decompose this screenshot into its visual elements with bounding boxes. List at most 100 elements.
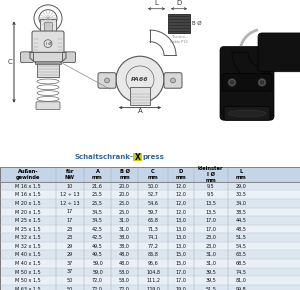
- Text: 17,0: 17,0: [175, 269, 186, 274]
- Text: 31,0: 31,0: [205, 252, 216, 257]
- Text: 39,5: 39,5: [206, 278, 216, 283]
- Text: 34,5: 34,5: [92, 209, 103, 214]
- Text: PA66: PA66: [131, 77, 149, 82]
- Text: M 63 x 1,5: M 63 x 1,5: [15, 287, 40, 290]
- FancyBboxPatch shape: [133, 153, 142, 161]
- Bar: [0, 167, 300, 182]
- Bar: [0, 191, 300, 199]
- FancyBboxPatch shape: [164, 73, 182, 88]
- Text: M 40 x 1,5: M 40 x 1,5: [15, 261, 40, 266]
- Text: 23: 23: [67, 235, 73, 240]
- Text: 25,5: 25,5: [92, 192, 103, 197]
- Circle shape: [170, 78, 175, 83]
- Text: 12,0: 12,0: [175, 201, 186, 206]
- Text: M 50 x 1,5: M 50 x 1,5: [15, 278, 40, 283]
- Bar: [0, 182, 300, 191]
- Text: 111,2: 111,2: [146, 278, 160, 283]
- Text: 9,5: 9,5: [207, 184, 214, 189]
- Text: 15,0: 15,0: [175, 252, 186, 257]
- Text: 54,6: 54,6: [148, 201, 158, 206]
- Text: 51,5: 51,5: [235, 235, 246, 240]
- Text: 59,0: 59,0: [92, 269, 103, 274]
- Text: 38,0: 38,0: [119, 244, 130, 249]
- Bar: [37, 63, 59, 77]
- Text: D
mm: D mm: [176, 169, 186, 180]
- Text: 25,0: 25,0: [119, 201, 130, 206]
- FancyBboxPatch shape: [220, 46, 274, 120]
- Text: 17,0: 17,0: [205, 218, 216, 223]
- Text: 54,5: 54,5: [235, 244, 246, 249]
- Text: 17,0: 17,0: [205, 226, 216, 231]
- Text: 129,0: 129,0: [146, 287, 160, 290]
- Text: D: D: [176, 0, 181, 6]
- Text: M 20 x 1,5: M 20 x 1,5: [15, 209, 40, 214]
- Text: M 25 x 1,5: M 25 x 1,5: [15, 226, 40, 231]
- Text: 49,5: 49,5: [92, 252, 103, 257]
- Text: 51,5: 51,5: [205, 287, 216, 290]
- Text: 50: 50: [67, 278, 73, 283]
- Text: 13,5: 13,5: [205, 209, 216, 214]
- Text: 17,0: 17,0: [175, 278, 186, 283]
- FancyBboxPatch shape: [224, 107, 270, 120]
- Text: C: C: [8, 59, 12, 65]
- Text: M 40 x 1,5: M 40 x 1,5: [15, 252, 40, 257]
- Text: X: X: [135, 153, 140, 162]
- Text: 37: 37: [67, 261, 73, 266]
- Bar: [44, 22, 52, 31]
- Text: 13,0: 13,0: [175, 218, 186, 223]
- Text: M 25 x 1,5: M 25 x 1,5: [15, 218, 40, 223]
- Text: 38,0: 38,0: [119, 235, 130, 240]
- Text: 12,0: 12,0: [175, 192, 186, 197]
- Text: 12 ÷ 13: 12 ÷ 13: [60, 192, 80, 197]
- FancyBboxPatch shape: [36, 102, 60, 110]
- Text: 72,0: 72,0: [119, 287, 130, 290]
- Circle shape: [116, 56, 164, 103]
- Text: 99,8: 99,8: [236, 287, 246, 290]
- Text: A
mm: A mm: [92, 169, 103, 180]
- Bar: [168, 14, 190, 33]
- Text: 30,5: 30,5: [235, 192, 246, 197]
- FancyBboxPatch shape: [20, 52, 34, 63]
- Text: 29: 29: [67, 244, 73, 249]
- Text: 86,8: 86,8: [148, 252, 158, 257]
- Text: 68,5: 68,5: [235, 261, 246, 266]
- Text: 74,1: 74,1: [148, 235, 158, 240]
- Text: M 20 x 1,5: M 20 x 1,5: [15, 201, 40, 206]
- Text: 42,5: 42,5: [92, 226, 103, 231]
- Text: 31,0: 31,0: [119, 226, 130, 231]
- Circle shape: [258, 79, 266, 86]
- Text: 12 ÷ 13: 12 ÷ 13: [60, 201, 80, 206]
- Text: 38,5: 38,5: [235, 209, 246, 214]
- Text: 77,2: 77,2: [148, 244, 158, 249]
- Text: 19,0: 19,0: [176, 287, 186, 290]
- Bar: [0, 285, 300, 290]
- Text: M 32 x 1,5: M 32 x 1,5: [15, 235, 40, 240]
- Text: I Ø: I Ø: [46, 42, 52, 46]
- Text: 29: 29: [67, 252, 73, 257]
- Text: Thermo-
Cable P10: Thermo- Cable P10: [170, 35, 188, 44]
- Text: 72,0: 72,0: [92, 287, 103, 290]
- Text: 31,0: 31,0: [205, 261, 216, 266]
- Text: M 32 x 1,5: M 32 x 1,5: [15, 244, 40, 249]
- Text: B Ø
mm: B Ø mm: [119, 169, 130, 180]
- Text: 48,0: 48,0: [119, 261, 130, 266]
- Text: 50,0: 50,0: [148, 184, 158, 189]
- Text: L: L: [154, 0, 158, 6]
- Text: B Ø: B Ø: [192, 21, 202, 26]
- Bar: [40, 19, 56, 33]
- Text: Außen-
gewinde: Außen- gewinde: [16, 169, 40, 180]
- FancyBboxPatch shape: [258, 33, 300, 72]
- Text: 34,5: 34,5: [92, 218, 103, 223]
- Text: 12,0: 12,0: [175, 184, 186, 189]
- FancyBboxPatch shape: [62, 52, 76, 63]
- Text: 50: 50: [67, 287, 73, 290]
- Text: 65,8: 65,8: [148, 218, 158, 223]
- Text: 29,0: 29,0: [236, 184, 246, 189]
- Text: 25,0: 25,0: [119, 209, 130, 214]
- Circle shape: [104, 78, 110, 83]
- Text: 13,0: 13,0: [175, 244, 186, 249]
- Bar: [35, 61, 61, 64]
- Text: 44,5: 44,5: [235, 218, 246, 223]
- Text: M 16 x 1,5: M 16 x 1,5: [15, 184, 40, 189]
- Text: 58,0: 58,0: [119, 269, 130, 274]
